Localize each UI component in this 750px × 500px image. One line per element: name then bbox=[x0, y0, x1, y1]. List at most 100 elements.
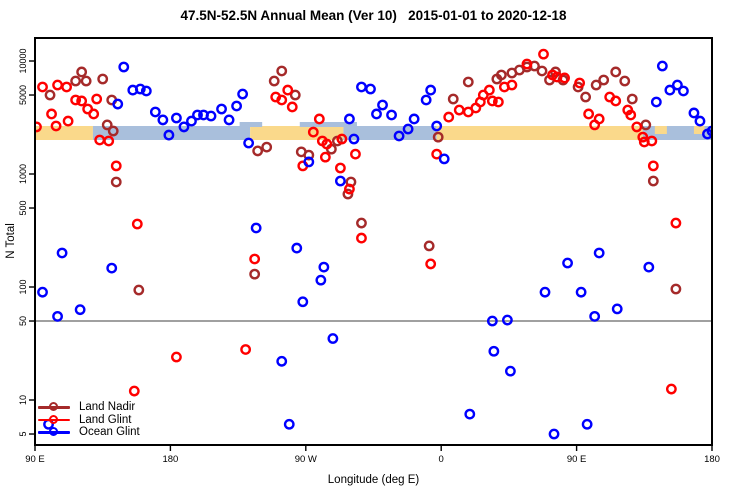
ocean-glint-point bbox=[134, 83, 146, 95]
land-nadir-point bbox=[462, 76, 474, 88]
y-tick-label: 10000 bbox=[18, 48, 28, 73]
land-glint-point bbox=[249, 253, 261, 265]
ocean-glint-point bbox=[118, 61, 130, 73]
ocean-glint-point bbox=[74, 304, 86, 316]
land-glint-point bbox=[583, 108, 595, 120]
ocean-glint-point bbox=[250, 222, 262, 234]
land-nadir-point bbox=[303, 149, 315, 161]
ocean-glint-point bbox=[371, 108, 382, 120]
ocean-glint-point bbox=[52, 310, 63, 322]
ocean-glint-point bbox=[501, 314, 513, 326]
legend-item-land-glint: Land Glint bbox=[38, 414, 140, 427]
ocean-glint-point bbox=[393, 130, 405, 142]
land-nadir-point bbox=[447, 93, 459, 105]
land-glint-point bbox=[91, 93, 103, 105]
x-tick-label: 0 bbox=[439, 454, 444, 465]
land-nadir-point bbox=[356, 217, 367, 229]
ocean-glint-point bbox=[464, 408, 476, 420]
land-glint-point bbox=[276, 94, 288, 106]
y-tick-label: 5000 bbox=[18, 85, 28, 105]
land-glint-point bbox=[171, 351, 182, 363]
land-nadir-point bbox=[252, 145, 264, 157]
ocean-glint-point bbox=[192, 109, 203, 121]
ocean-glint-point bbox=[425, 84, 437, 96]
land-nadir-point bbox=[647, 175, 659, 187]
ocean-glint-point bbox=[562, 257, 573, 269]
land-nadir-point bbox=[107, 125, 119, 137]
x-tick-label: 180 bbox=[162, 454, 178, 465]
map-strip-land bbox=[250, 126, 344, 140]
land-nadir-point bbox=[495, 69, 507, 81]
ocean-glint-point bbox=[589, 310, 601, 322]
ocean-glint-point bbox=[431, 120, 443, 132]
ocean-glint-point bbox=[178, 121, 190, 133]
y-tick-label: 1000 bbox=[18, 164, 28, 184]
ocean-glint-point bbox=[575, 286, 587, 298]
land-glint-point bbox=[321, 138, 333, 150]
land-nadir-point bbox=[276, 65, 288, 77]
land-nadir-point bbox=[261, 141, 273, 153]
land-nadir-point bbox=[626, 93, 638, 105]
y-tick-label: 100 bbox=[18, 279, 28, 294]
land-glint-point bbox=[128, 385, 140, 397]
ocean-glint-point bbox=[402, 123, 414, 135]
land-glint-marker-icon bbox=[38, 414, 70, 425]
map-strip-detail-ocean bbox=[299, 122, 357, 127]
ocean-glint-point bbox=[539, 286, 551, 298]
land-nadir-point bbox=[536, 65, 548, 77]
land-nadir-point bbox=[97, 73, 109, 85]
ocean-glint-point bbox=[303, 156, 315, 168]
land-glint-point bbox=[350, 148, 361, 160]
land-glint-point bbox=[631, 121, 643, 133]
land-nadir-point bbox=[101, 119, 113, 131]
land-glint-point bbox=[344, 183, 355, 195]
y-tick-label: 5 bbox=[18, 432, 28, 437]
land-glint-point bbox=[50, 120, 62, 132]
plot-frame bbox=[34, 37, 713, 446]
ocean-glint-point bbox=[243, 137, 255, 149]
legend-label: Land Glint bbox=[79, 413, 132, 426]
land-glint-point bbox=[336, 133, 348, 145]
ocean-glint-point bbox=[438, 153, 450, 165]
ocean-glint-point bbox=[171, 112, 182, 124]
ocean-glint-point bbox=[186, 115, 197, 127]
x-tick-label: 90 W bbox=[295, 454, 317, 465]
ocean-glint-point bbox=[216, 103, 227, 115]
land-nadir-point bbox=[610, 66, 622, 78]
ocean-glint-point bbox=[335, 175, 346, 187]
land-glint-point bbox=[443, 111, 455, 123]
land-nadir-point bbox=[133, 284, 145, 296]
ocean-glint-point bbox=[56, 247, 68, 259]
legend: Land Nadir Land Glint Ocean Glint bbox=[38, 401, 140, 439]
ocean-glint-point bbox=[149, 106, 161, 118]
ocean-glint-point bbox=[140, 85, 152, 97]
ocean-glint-point bbox=[356, 81, 367, 93]
land-glint-point bbox=[538, 48, 549, 60]
legend-item-land-nadir: Land Nadir bbox=[38, 401, 140, 414]
ocean-glint-point bbox=[688, 107, 700, 119]
y-tick-label: 10 bbox=[18, 395, 28, 405]
ocean-glint-point bbox=[488, 345, 500, 357]
land-nadir-point bbox=[289, 89, 301, 101]
land-glint-point bbox=[453, 104, 465, 116]
land-glint-point bbox=[37, 81, 48, 93]
land-glint-point bbox=[356, 232, 367, 244]
ocean-glint-point bbox=[318, 261, 330, 273]
land-glint-point bbox=[62, 115, 74, 127]
ocean-glint-point bbox=[163, 129, 175, 141]
map-strip-detail-land bbox=[693, 126, 705, 134]
ocean-glint-point bbox=[106, 262, 118, 274]
x-tick-label: 90 E bbox=[25, 454, 45, 465]
land-glint-point bbox=[637, 131, 649, 143]
ocean-glint-point bbox=[408, 113, 420, 125]
map-strip-land bbox=[35, 126, 93, 140]
y-tick-label: 50 bbox=[18, 316, 28, 326]
land-nadir-point bbox=[70, 75, 82, 87]
land-glint-point bbox=[646, 135, 658, 147]
land-nadir-point bbox=[44, 89, 56, 101]
land-glint-point bbox=[665, 383, 677, 395]
land-glint-point bbox=[282, 84, 294, 96]
x-axis-label: Longitude (deg E) bbox=[327, 474, 420, 486]
land-glint-point bbox=[559, 72, 570, 84]
land-glint-point bbox=[61, 81, 72, 93]
